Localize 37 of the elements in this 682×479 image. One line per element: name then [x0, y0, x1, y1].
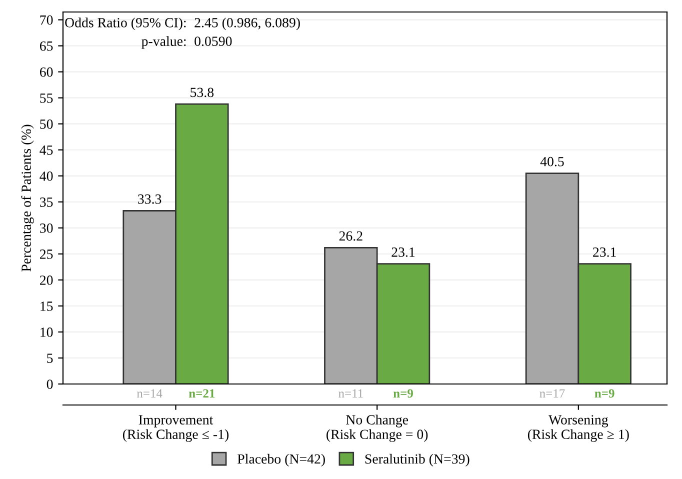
annotation: 2.45 (0.986, 6.089) [194, 18, 300, 30]
data-label: 26.2 [339, 231, 362, 241]
y-tick-label: 10 [40, 328, 53, 337]
data-label: 23.1 [392, 247, 415, 257]
y-tick-label: 20 [40, 276, 53, 285]
annotation: p-value: [142, 36, 186, 49]
y-tick-label: 30 [40, 224, 53, 233]
y-tick-label: 45 [40, 146, 53, 155]
y-tick-label: 55 [40, 94, 53, 103]
x-tick-label: Improvement (Risk Change ≤ -1) [122, 415, 229, 442]
data-label: 23.1 [593, 247, 616, 257]
data-label: 40.5 [540, 156, 564, 166]
y-tick-label: 15 [40, 302, 53, 311]
y-axis-title: Percentage of Patients (%) [21, 124, 34, 272]
y-tick-label: 65 [40, 41, 53, 51]
text: n=11 [338, 389, 363, 398]
legend-label: Placebo (N=42) [238, 454, 325, 466]
data-label: 53.8 [190, 88, 214, 98]
text: n=17 [540, 389, 565, 398]
y-tick-label: 70 [40, 15, 53, 25]
y-tick-label: 60 [40, 67, 53, 77]
y-tick-label: 35 [40, 198, 53, 207]
y-tick-label: 25 [40, 250, 53, 259]
text: n=9 [594, 389, 614, 398]
x-tick-label: No Change (Risk Change = 0) [326, 414, 428, 442]
y-tick-label: 5 [47, 354, 53, 363]
data-label: 33.3 [138, 194, 162, 204]
y-tick-label: 0 [46, 380, 53, 389]
legend-label: Seralutinib (N=39) [365, 454, 470, 466]
annotation: Odds Ratio (95% CI): [65, 18, 186, 30]
text: n=14 [136, 389, 162, 398]
y-tick-label: 50 [40, 119, 53, 129]
text: n=21 [188, 389, 215, 398]
y-tick-label: 40 [40, 171, 53, 181]
annotation: 0.0590 [194, 36, 232, 46]
text: n=9 [393, 389, 413, 398]
x-tick-label: Worsening (Risk Change ≥ 1) [528, 415, 629, 442]
